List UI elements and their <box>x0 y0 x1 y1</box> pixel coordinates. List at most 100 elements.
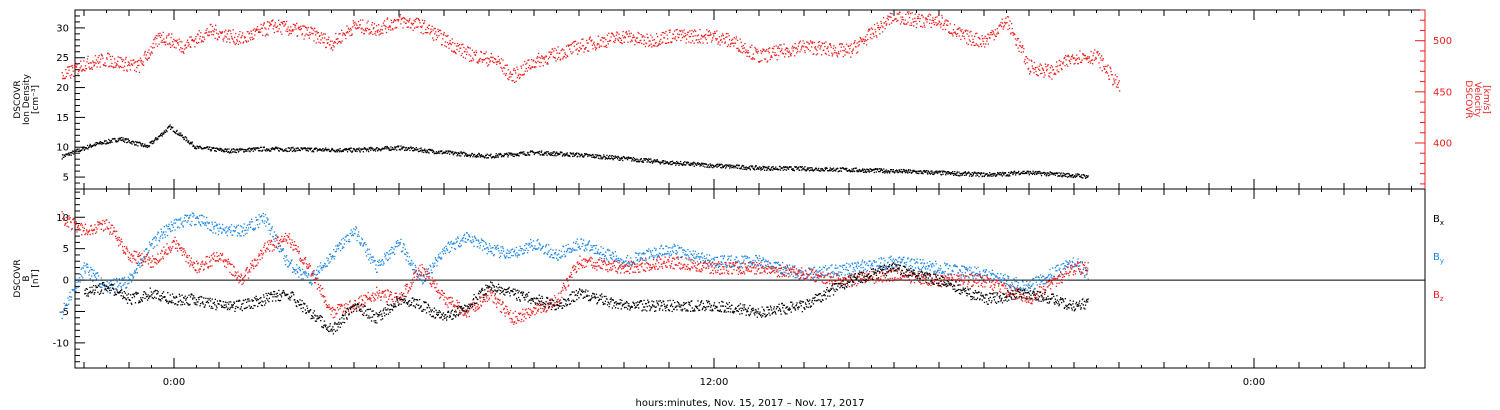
density-point <box>991 173 993 175</box>
density-point <box>83 149 85 151</box>
by-point <box>236 225 238 227</box>
velocity-point <box>705 38 707 41</box>
velocity-point <box>799 40 802 42</box>
velocity-point <box>190 36 192 38</box>
velocity-point <box>699 42 702 44</box>
density-point <box>616 158 619 160</box>
density-point <box>612 158 614 160</box>
density-point <box>863 168 865 170</box>
by-point <box>397 239 399 242</box>
velocity-point <box>716 30 718 32</box>
velocity-point <box>117 56 119 58</box>
velocity-point <box>157 33 160 35</box>
density-point <box>397 146 399 148</box>
velocity-point <box>704 34 706 36</box>
velocity-point <box>1072 57 1074 59</box>
velocity-point <box>223 37 225 39</box>
by-point <box>162 237 164 239</box>
velocity-point <box>263 22 265 24</box>
by-point <box>194 217 197 219</box>
velocity-point <box>362 19 364 21</box>
density-point <box>266 150 269 152</box>
velocity-point <box>764 58 767 60</box>
by-point <box>340 249 342 252</box>
by-point <box>196 217 198 219</box>
velocity-point <box>1056 69 1058 71</box>
density-point <box>1078 173 1080 176</box>
by-point <box>417 277 419 279</box>
velocity-point <box>310 26 312 28</box>
velocity-point <box>634 39 636 41</box>
velocity-point <box>489 60 491 62</box>
velocity-point <box>116 64 118 66</box>
by-point <box>158 240 161 242</box>
density-point <box>982 175 984 177</box>
density-point <box>860 170 863 172</box>
velocity-point <box>442 33 444 35</box>
by-point <box>369 257 371 259</box>
density-point <box>64 155 66 157</box>
by-point <box>143 250 145 252</box>
velocity-point <box>673 30 676 32</box>
by-point <box>117 279 119 281</box>
velocity-point <box>1076 58 1078 60</box>
density-point <box>162 132 164 134</box>
velocity-point <box>935 24 938 26</box>
velocity-point <box>411 24 414 26</box>
velocity-point <box>1027 68 1029 70</box>
density-point <box>983 172 985 174</box>
plasma-panel-frame <box>74 9 1426 190</box>
velocity-point <box>288 29 290 31</box>
density-point <box>706 166 709 168</box>
velocity-point <box>648 40 650 42</box>
density-point <box>305 149 307 152</box>
by-point <box>368 259 370 261</box>
velocity-point <box>469 47 471 49</box>
by-point <box>97 272 99 274</box>
density-point <box>944 171 946 173</box>
density-point <box>403 146 405 148</box>
density-point <box>486 153 488 155</box>
velocity-point <box>176 39 178 41</box>
velocity-point <box>339 33 341 35</box>
velocity-point <box>806 41 808 43</box>
density-point <box>183 138 186 140</box>
by-point <box>282 248 285 250</box>
density-point <box>828 170 830 172</box>
velocity-point <box>952 35 954 37</box>
by-point <box>131 274 133 276</box>
velocity-point <box>541 56 543 58</box>
velocity-point <box>625 31 627 33</box>
velocity-point <box>575 49 577 51</box>
velocity-point <box>314 27 316 29</box>
density-point <box>992 175 994 177</box>
field-tick-label: -5 <box>59 307 69 318</box>
by-point <box>404 248 406 250</box>
by-point <box>339 243 341 245</box>
velocity-point <box>74 66 76 69</box>
density-point <box>1019 173 1021 175</box>
density-point <box>513 153 515 155</box>
by-point <box>80 273 82 276</box>
by-point <box>101 284 103 286</box>
density-point <box>675 162 677 165</box>
velocity-point <box>884 22 886 24</box>
velocity-point <box>488 58 490 60</box>
velocity-point <box>388 28 390 31</box>
density-point <box>1018 170 1020 173</box>
by-point <box>360 244 362 246</box>
velocity-point <box>772 51 774 53</box>
density-point <box>348 147 350 150</box>
density-point <box>426 150 429 152</box>
density-point <box>79 150 81 153</box>
density-point <box>824 168 827 170</box>
velocity-point <box>716 38 718 40</box>
velocity-point <box>775 54 777 57</box>
density-point <box>688 164 691 166</box>
velocity-point <box>99 66 101 68</box>
velocity-point <box>183 48 186 50</box>
density-point <box>1009 175 1011 177</box>
velocity-point <box>229 30 232 32</box>
velocity-point <box>355 23 357 25</box>
by-point <box>73 291 75 293</box>
